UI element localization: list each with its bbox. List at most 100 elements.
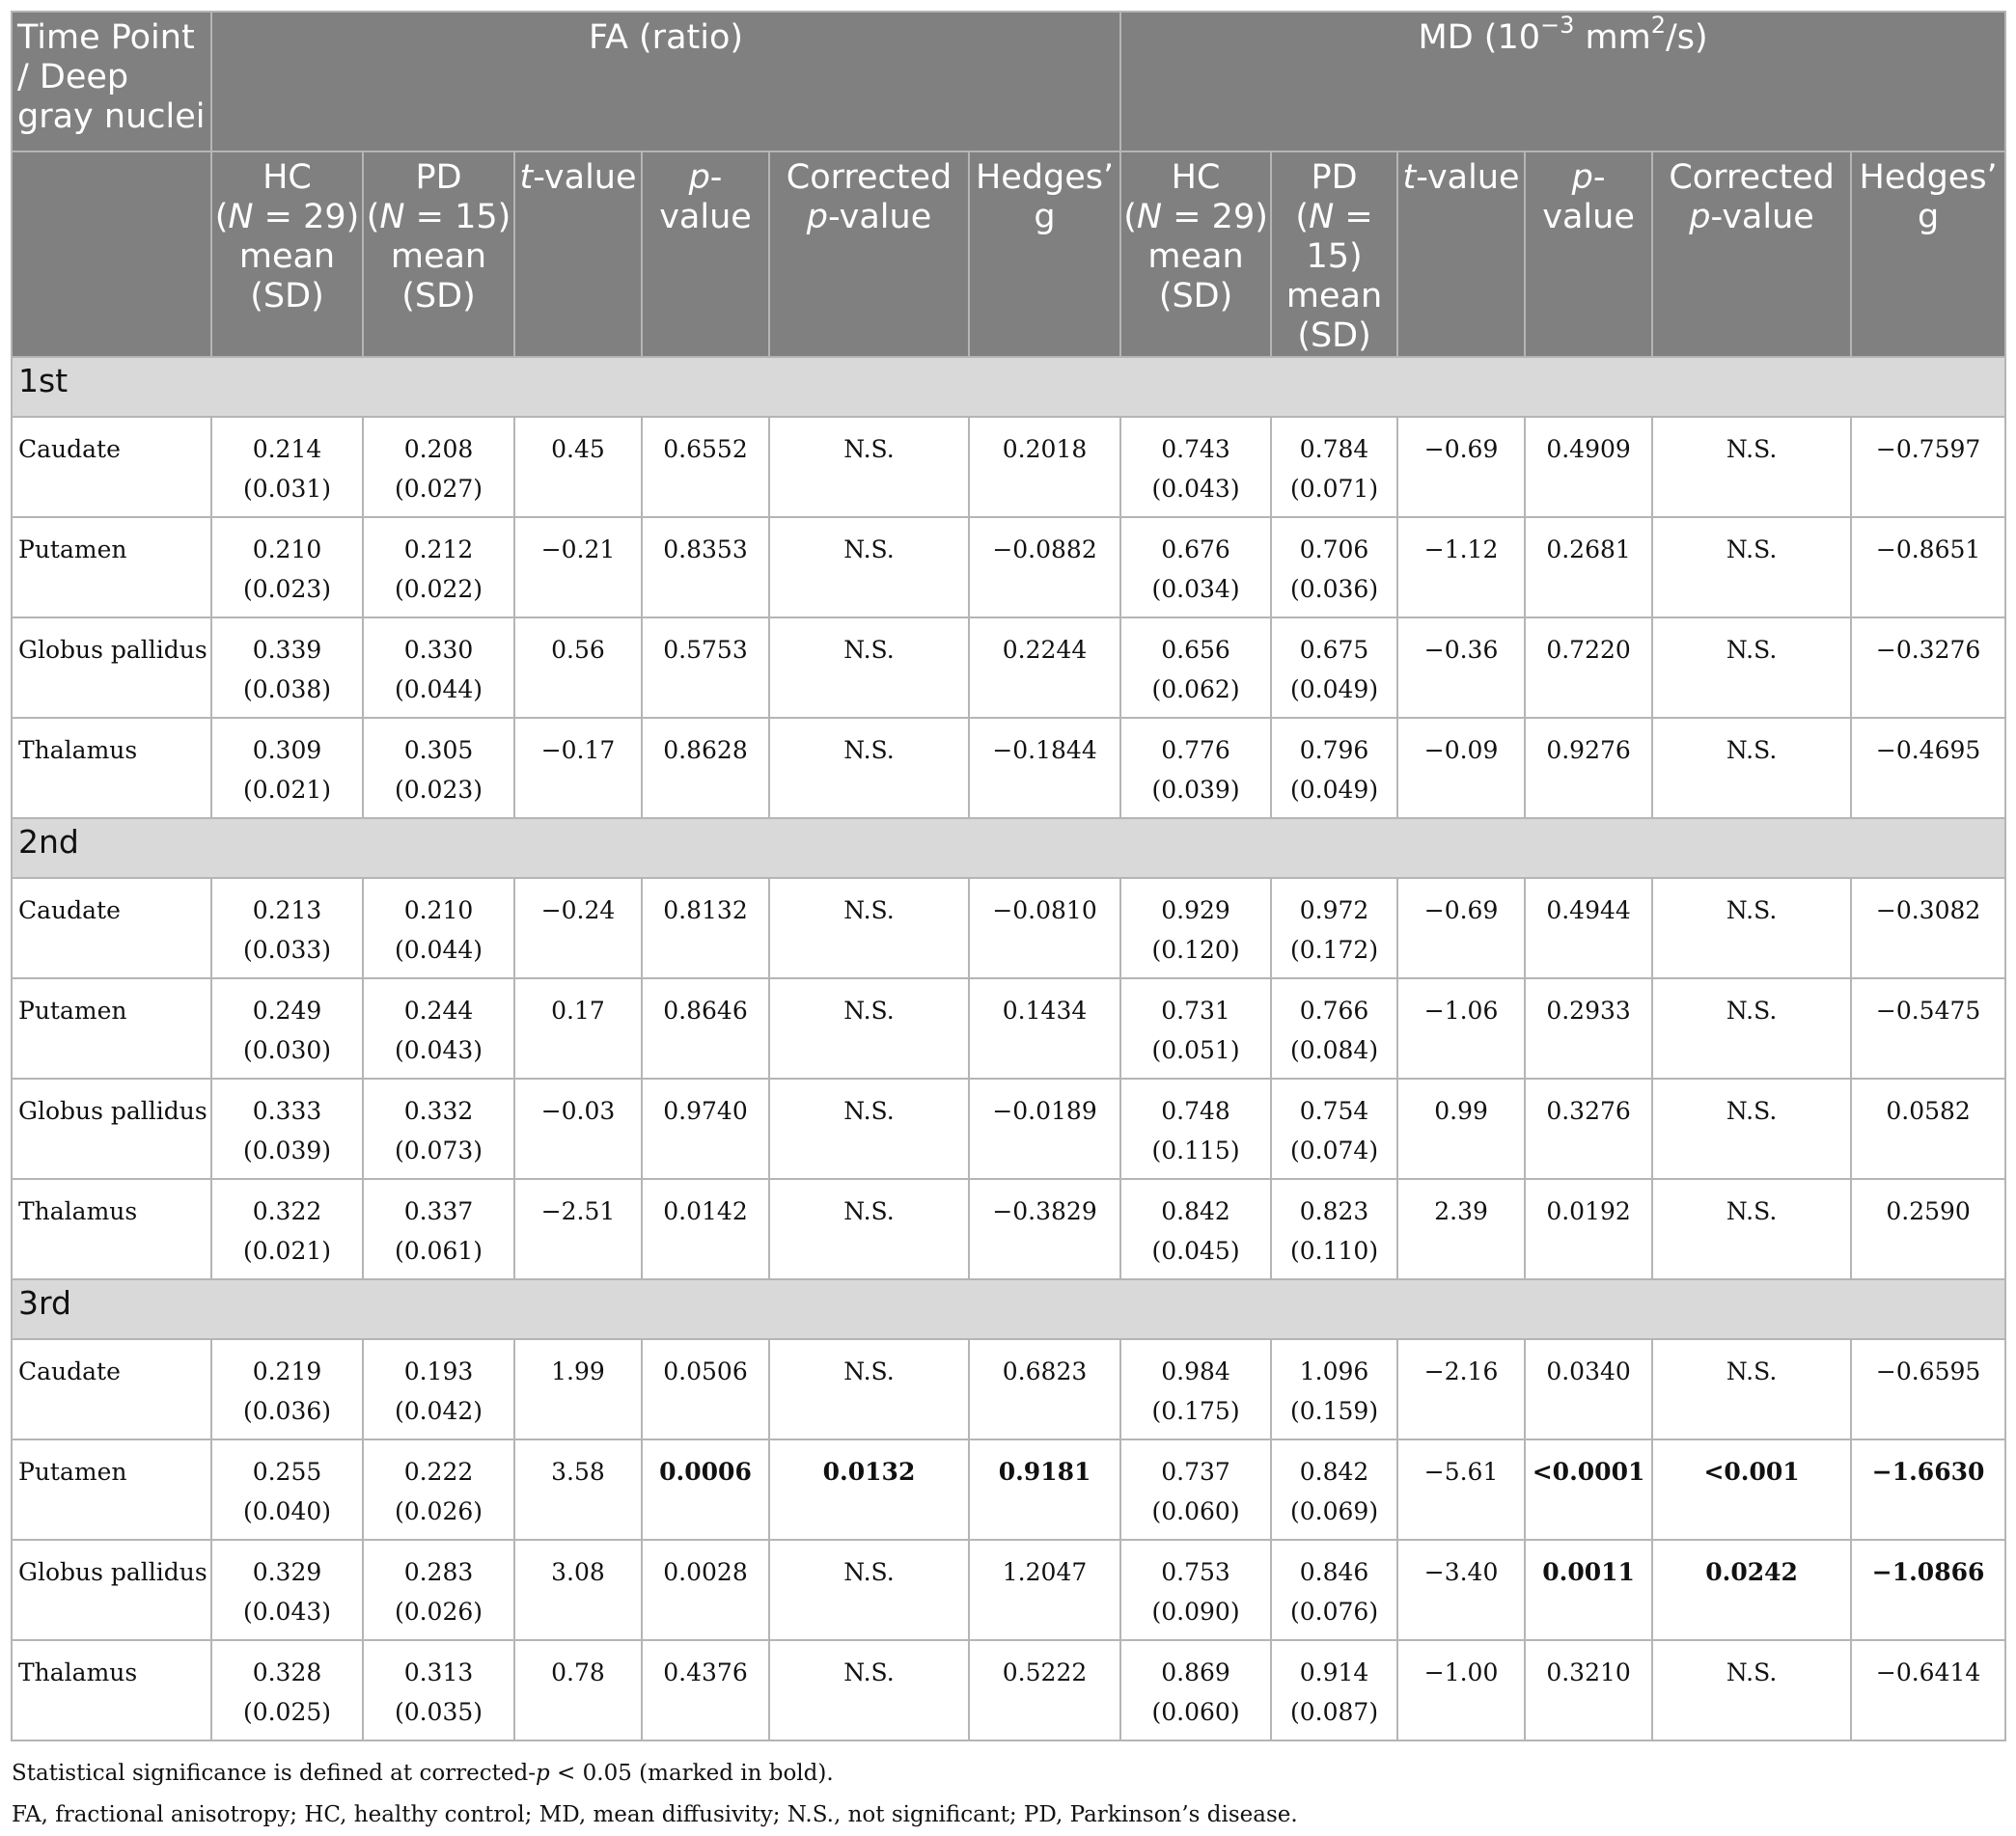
nucleus-name: Caudate xyxy=(11,877,212,979)
md-hc-sd: (0.051) xyxy=(1151,1036,1240,1064)
fa-hc-sd: (0.038) xyxy=(242,675,332,703)
table-row: Caudate 0.213 (0.033) 0.210 (0.044) −0.24 0.81… xyxy=(11,877,2007,979)
fa-t-value-cell: 0.56 xyxy=(513,617,643,719)
md-pd-mean: 0.846 xyxy=(1299,1558,1369,1586)
fa-corrected-p-value-cell: N.S. xyxy=(768,617,970,719)
fa-pd-mean: 0.313 xyxy=(403,1658,474,1686)
table-body: 1st Caudate 0.214 (0.031) 0.208 (0.027) 0.45 0.… xyxy=(10,356,2007,1741)
md-hc-sd: (0.115) xyxy=(1151,1137,1240,1165)
nucleus-name: Putamen xyxy=(11,516,212,618)
fa-pd-cell: 0.208 (0.027) xyxy=(362,416,515,518)
table-page: Time Point / Deep gray nuclei FA (ratio)… xyxy=(10,11,2007,1836)
md-hc-cell: 0.737 (0.060) xyxy=(1119,1439,1273,1541)
fa-hc-cell: 0.213 (0.033) xyxy=(210,877,364,979)
fa-p-value-cell: 0.5753 xyxy=(641,617,770,719)
fa-hedges-g-cell: 0.1434 xyxy=(967,977,1122,1080)
fa-pd-sd: (0.043) xyxy=(394,1036,483,1064)
fa-t-value-cell: −0.03 xyxy=(513,1078,643,1180)
fa-hc-mean: 0.255 xyxy=(252,1458,322,1486)
fa-pd-mean: 0.244 xyxy=(403,997,474,1025)
fa-corrected-p-value-cell: N.S. xyxy=(768,877,970,979)
md-hc-sd: (0.060) xyxy=(1151,1497,1240,1525)
fa-pd-cell: 0.313 (0.035) xyxy=(362,1639,515,1741)
nucleus-name: Globus pallidus xyxy=(11,1078,212,1180)
fa-hc-mean: 0.214 xyxy=(252,435,322,463)
md-hc-mean: 0.656 xyxy=(1161,636,1230,664)
corner-header: Time Point / Deep gray nuclei xyxy=(11,11,212,152)
fa-hc-mean: 0.322 xyxy=(252,1197,322,1225)
fa-hedges-g-cell: −0.1844 xyxy=(967,717,1122,819)
nucleus-name: Globus pallidus xyxy=(11,1539,212,1641)
md-corrected-p-value-cell: N.S. xyxy=(1651,617,1853,719)
md-pd-mean: 0.842 xyxy=(1299,1458,1369,1486)
fa-p-value-cell: 0.0028 xyxy=(641,1539,770,1641)
significance-note: Statistical significance is defined at c… xyxy=(12,1761,834,1786)
fa-hc-cell: 0.339 (0.038) xyxy=(210,617,364,719)
fa-pd-cell: 0.193 (0.042) xyxy=(362,1338,515,1440)
fa-pd-sd: (0.035) xyxy=(394,1698,483,1726)
table-row: Putamen 0.249 (0.030) 0.244 (0.043) 0.17 0.864… xyxy=(11,977,2007,1080)
md-p-value-cell: 0.7220 xyxy=(1524,617,1654,719)
fa-pd-sd: (0.061) xyxy=(394,1237,483,1265)
fa-hc-sd: (0.040) xyxy=(242,1497,332,1525)
fa-hc-cell: 0.210 (0.023) xyxy=(210,516,364,618)
md-hc-cell: 0.731 (0.051) xyxy=(1119,977,1273,1080)
fa-hc-sd: (0.036) xyxy=(242,1397,332,1425)
md-t-value-cell: 0.99 xyxy=(1396,1078,1527,1180)
fa-p-value-cell: 0.8353 xyxy=(641,516,770,618)
md-hc-mean: 0.984 xyxy=(1161,1357,1230,1385)
fa-hc-sd: (0.025) xyxy=(242,1698,332,1726)
md-pd-sd: (0.049) xyxy=(1290,776,1379,804)
fa-corrected-p-value-cell: N.S. xyxy=(768,1178,970,1280)
fa-pd-header: PD (N = 15) mean (SD) xyxy=(362,151,515,358)
md-hedges-g-cell: −1.6630 xyxy=(1850,1439,2007,1541)
fa-hedges-g-cell: 0.9181 xyxy=(967,1439,1122,1541)
fa-t-value-cell: 3.08 xyxy=(513,1539,643,1641)
table-row: Caudate 0.214 (0.031) 0.208 (0.027) 0.45 0.655… xyxy=(11,416,2007,518)
fa-hc-sd: (0.030) xyxy=(242,1036,332,1064)
table-row: Putamen 0.255 (0.040) 0.222 (0.026) 3.58 0.000… xyxy=(11,1439,2007,1541)
md-p-value-cell: 0.2681 xyxy=(1524,516,1654,618)
md-corrected-p-value-cell: N.S. xyxy=(1651,1639,1853,1741)
nucleus-name: Thalamus xyxy=(11,1178,212,1280)
fa-group-header: FA (ratio) xyxy=(209,11,1122,152)
fa-hc-cell: 0.333 (0.039) xyxy=(210,1078,364,1180)
md-t-value-cell: −0.09 xyxy=(1396,717,1527,819)
nucleus-name: Putamen xyxy=(11,1439,212,1541)
fa-hedges-g-cell: 1.2047 xyxy=(967,1539,1122,1641)
md-pd-sd: (0.087) xyxy=(1290,1698,1379,1726)
md-pd-cell: 1.096 (0.159) xyxy=(1270,1338,1399,1440)
table-row: Thalamus 0.328 (0.025) 0.313 (0.035) 0.78 0.43… xyxy=(11,1639,2007,1741)
md-pd-cell: 0.706 (0.036) xyxy=(1270,516,1399,618)
md-hedges-g-cell: −1.0866 xyxy=(1850,1539,2007,1641)
nucleus-name: Thalamus xyxy=(11,717,212,819)
fa-hc-cell: 0.214 (0.031) xyxy=(210,416,364,518)
md-pd-sd: (0.110) xyxy=(1290,1237,1379,1265)
fa-p-value-cell: 0.0142 xyxy=(641,1178,770,1280)
fa-t-value-cell: 1.99 xyxy=(513,1338,643,1440)
md-hc-mean: 0.676 xyxy=(1161,535,1230,563)
table-row: Thalamus 0.309 (0.021) 0.305 (0.023) −0.17 0.8… xyxy=(11,717,2007,819)
table-row: Globus pallidus 0.333 (0.039) 0.332 (0.073) −… xyxy=(11,1078,2007,1180)
fa-pd-mean: 0.193 xyxy=(403,1357,474,1385)
fa-pd-sd: (0.026) xyxy=(394,1598,483,1626)
table-row: Caudate 0.219 (0.036) 0.193 (0.042) 1.99 0.050… xyxy=(11,1338,2007,1440)
md-t-value-cell: −1.00 xyxy=(1396,1639,1527,1741)
fa-hc-sd: (0.031) xyxy=(242,475,332,503)
fa-t-value-header: t-value xyxy=(513,151,643,358)
md-hc-mean: 0.737 xyxy=(1161,1458,1230,1486)
fa-hc-sd: (0.039) xyxy=(242,1137,332,1165)
results-table: Time Point / Deep gray nuclei FA (ratio)… xyxy=(10,11,2007,1741)
md-pd-sd: (0.076) xyxy=(1290,1598,1379,1626)
md-hedges-g-cell: −0.3082 xyxy=(1850,877,2007,979)
md-pd-mean: 0.823 xyxy=(1299,1197,1369,1225)
md-pd-cell: 0.754 (0.074) xyxy=(1270,1078,1399,1180)
table-footnotes: Statistical significance is defined at c… xyxy=(11,1753,2004,1836)
md-p-value-cell: 0.9276 xyxy=(1524,717,1654,819)
fa-pd-sd: (0.026) xyxy=(394,1497,483,1525)
md-pd-cell: 0.766 (0.084) xyxy=(1270,977,1399,1080)
fa-hc-cell: 0.322 (0.021) xyxy=(210,1178,364,1280)
fa-pd-mean: 0.222 xyxy=(403,1458,474,1486)
fa-p-value-cell: 0.0506 xyxy=(641,1338,770,1440)
md-hc-mean: 0.731 xyxy=(1161,997,1230,1025)
